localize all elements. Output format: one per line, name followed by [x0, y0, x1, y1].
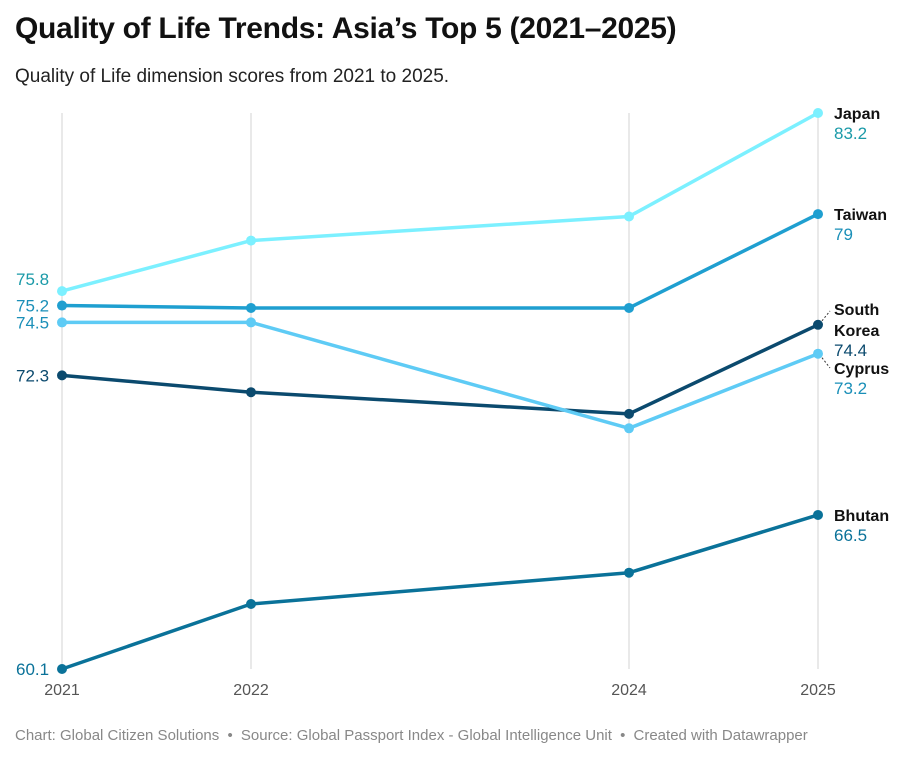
x-gridlines	[61, 113, 819, 669]
start-label-bhutan: 60.1	[16, 660, 49, 679]
point-japan-2024	[624, 211, 634, 222]
point-cyprus-2021	[57, 317, 67, 328]
point-taiwan-2025	[813, 209, 823, 220]
end-value-taiwan: 79	[834, 225, 853, 244]
x-axis-tick-labels: 2021 2022 2024 2025	[44, 682, 836, 699]
start-label-south-korea: 72.3	[16, 366, 49, 385]
chart-credit: Chart: Global Citizen Solutions	[15, 727, 220, 744]
footer-separator: •	[227, 727, 233, 744]
point-taiwan-2024	[624, 302, 634, 313]
point-south-korea-2022	[246, 387, 256, 398]
end-name-taiwan: Taiwan	[834, 207, 887, 224]
end-name-bhutan: Bhutan	[834, 508, 889, 525]
point-bhutan-2025	[813, 509, 823, 520]
x-tick-2025: 2025	[800, 682, 836, 699]
x-tick-2024: 2024	[611, 682, 647, 699]
series-line-japan	[60, 111, 820, 293]
point-japan-2021	[57, 286, 67, 297]
end-name-south-korea-0: South	[834, 302, 879, 319]
series-line-cyprus	[60, 320, 820, 431]
chart-subtitle: Quality of Life dimension scores from 20…	[15, 66, 450, 87]
footer-separator: •	[620, 727, 626, 744]
end-name-japan: Japan	[834, 106, 880, 123]
point-bhutan-2022	[246, 599, 256, 610]
chart-created-with: Created with Datawrapper	[633, 727, 808, 744]
end-value-south-korea: 74.4	[834, 341, 867, 360]
point-cyprus-2022	[246, 317, 256, 328]
point-south-korea-2024	[624, 408, 634, 419]
start-label-japan: 75.8	[16, 270, 49, 289]
leader-line-cyprus	[821, 357, 831, 369]
point-south-korea-2025	[813, 319, 823, 330]
end-value-cyprus: 73.2	[834, 379, 867, 398]
start-label-cyprus: 74.5	[16, 313, 49, 332]
series-line-taiwan	[60, 212, 820, 310]
series-line-south-korea	[60, 323, 820, 416]
point-japan-2022	[246, 235, 256, 246]
chart-source: Source: Global Passport Index - Global I…	[240, 727, 612, 744]
end-value-bhutan: 66.5	[834, 526, 867, 545]
point-taiwan-2021	[57, 300, 67, 311]
start-label-taiwan: 75.2	[16, 297, 49, 316]
end-name-south-korea-1: Korea	[834, 323, 879, 340]
start-value-labels: 75.8 75.2 72.3 74.5 60.1	[16, 270, 49, 679]
point-taiwan-2022	[246, 302, 256, 313]
line-chart: 2021 2022 2024 2025 75.8 75.2 72.3 74.5 60.1 Ja…	[16, 106, 889, 699]
point-japan-2025	[813, 108, 823, 118]
point-bhutan-2024	[624, 567, 634, 578]
x-tick-2022: 2022	[233, 682, 269, 699]
series-points	[57, 108, 823, 674]
point-bhutan-2021	[57, 664, 67, 674]
x-tick-2021: 2021	[44, 682, 80, 699]
series-line-bhutan	[60, 513, 820, 671]
point-cyprus-2025	[813, 348, 823, 359]
point-south-korea-2021	[57, 370, 67, 381]
point-cyprus-2024	[624, 423, 634, 434]
chart-footer: Chart: Global Citizen Solutions • Source…	[15, 727, 808, 744]
series-lines	[60, 111, 820, 671]
end-value-japan: 83.2	[834, 124, 867, 143]
end-name-cyprus: Cyprus	[834, 361, 889, 378]
chart-title: Quality of Life Trends: Asia’s Top 5 (20…	[15, 12, 677, 45]
leader-line-south-korea	[821, 310, 831, 322]
